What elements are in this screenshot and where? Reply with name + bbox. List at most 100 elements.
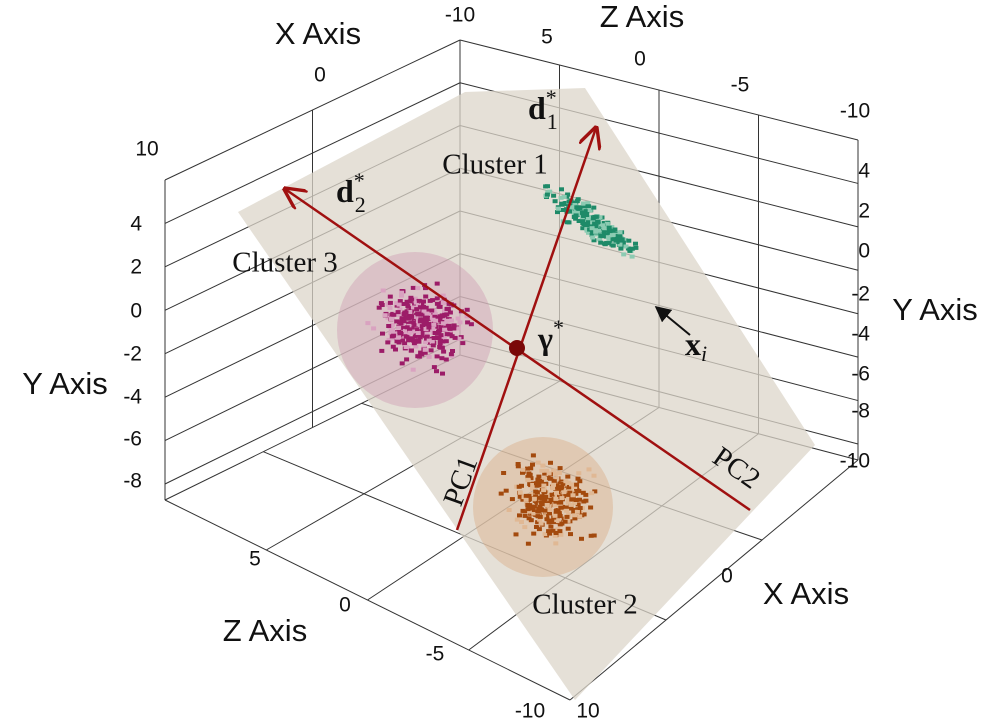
point — [554, 490, 559, 495]
point — [535, 501, 541, 506]
point — [600, 223, 606, 228]
point — [439, 356, 445, 361]
point — [423, 324, 429, 329]
point — [609, 233, 615, 238]
center-point — [509, 340, 525, 356]
point — [564, 514, 570, 519]
point — [584, 213, 590, 217]
point — [460, 341, 466, 346]
point — [407, 328, 413, 333]
point — [411, 338, 417, 343]
symbol-sub: 2 — [355, 192, 366, 217]
point — [403, 310, 409, 315]
axis-title: Z Axis — [600, 0, 684, 34]
point — [563, 207, 569, 212]
point — [591, 473, 597, 478]
point — [404, 301, 410, 306]
point — [536, 482, 542, 487]
point — [520, 467, 526, 472]
point — [437, 317, 443, 322]
point — [580, 490, 586, 495]
symbol-label: d* 1 — [528, 85, 558, 134]
point — [566, 480, 572, 485]
point — [633, 245, 639, 250]
point — [430, 298, 436, 303]
tick-label: 5 — [249, 548, 261, 571]
symbol-label: γ* — [537, 315, 564, 356]
point — [529, 486, 535, 491]
point — [530, 483, 536, 487]
tick-label: -6 — [851, 363, 870, 386]
grid-line — [569, 459, 859, 701]
point — [438, 333, 444, 338]
tick-label: 0 — [339, 594, 351, 617]
point — [597, 237, 603, 242]
point — [525, 466, 530, 471]
tick-label: 2 — [858, 200, 870, 223]
point — [455, 326, 461, 331]
point — [586, 467, 592, 472]
point — [431, 311, 437, 316]
point — [399, 316, 405, 321]
point — [586, 218, 591, 223]
point — [520, 470, 525, 475]
point — [566, 199, 572, 204]
point — [522, 525, 528, 530]
point — [449, 334, 455, 339]
point — [449, 318, 454, 323]
point — [451, 323, 457, 328]
point — [565, 500, 571, 505]
point — [411, 305, 416, 310]
point — [528, 466, 534, 471]
point — [556, 511, 562, 516]
point — [444, 306, 450, 311]
point — [569, 482, 575, 487]
point — [601, 220, 607, 225]
grid-line — [459, 39, 859, 141]
point — [555, 210, 560, 215]
point — [397, 331, 403, 336]
tick-label: -4 — [851, 323, 870, 346]
point — [574, 482, 580, 487]
point — [605, 241, 611, 246]
point — [556, 500, 562, 505]
tick-label: -5 — [731, 74, 750, 97]
point — [547, 531, 553, 536]
point — [434, 369, 439, 374]
point — [380, 288, 386, 293]
point — [405, 304, 411, 309]
point — [620, 240, 626, 245]
point — [456, 336, 462, 341]
point — [597, 215, 603, 220]
symbol-base: d — [336, 173, 354, 209]
point — [423, 286, 428, 291]
points — [365, 184, 639, 546]
point — [539, 468, 545, 473]
point — [443, 339, 449, 344]
point — [607, 228, 612, 233]
point — [447, 326, 453, 331]
point — [426, 308, 432, 313]
point — [577, 514, 583, 519]
point — [527, 506, 533, 511]
tick-label: -2 — [851, 283, 870, 306]
point — [390, 322, 395, 327]
axis-title: X Axis — [275, 16, 361, 51]
point — [426, 354, 432, 359]
point — [609, 225, 615, 230]
point — [568, 205, 574, 210]
symbol-sup: * — [354, 168, 365, 193]
point — [416, 322, 422, 327]
point — [572, 485, 578, 489]
point — [520, 497, 526, 502]
tick-label: 0 — [858, 240, 870, 263]
axis-title: Y Axis — [22, 366, 108, 401]
tick-label: 5 — [541, 26, 553, 49]
point — [612, 227, 618, 232]
point — [552, 199, 558, 204]
axis-title: Z Axis — [223, 613, 307, 648]
point — [572, 203, 578, 207]
point — [389, 316, 395, 321]
